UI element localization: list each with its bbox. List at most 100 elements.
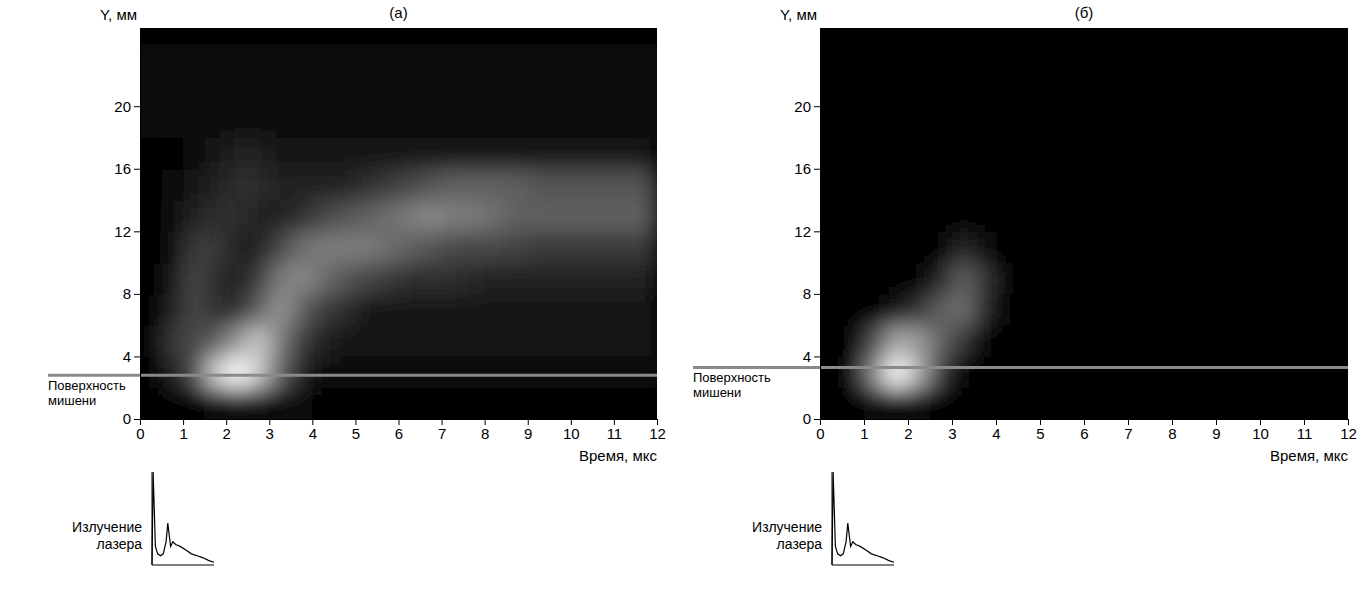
- heatmap-cell: [248, 356, 270, 388]
- heatmap-cell: [635, 356, 657, 388]
- heatmap-cell: [996, 75, 1019, 107]
- heatmap-cell: [549, 106, 571, 138]
- heatmap-cell: [463, 388, 485, 419]
- heatmap-cell: [1150, 325, 1173, 357]
- heatmap-cell: [485, 294, 507, 326]
- heatmap-cell: [1326, 75, 1348, 107]
- x-axis-title: Время, мкс: [579, 447, 658, 464]
- heatmap-cell: [420, 263, 442, 295]
- heatmap-cell: [1084, 106, 1107, 138]
- y-tick: 8: [803, 285, 820, 302]
- heatmap-cell: [1040, 44, 1063, 76]
- heatmap-cell: [248, 75, 270, 107]
- heatmap-cell: [1194, 169, 1217, 201]
- heatmap-cell: [485, 75, 507, 107]
- heatmap-cell: [420, 200, 442, 232]
- heatmap-cell: [1106, 231, 1129, 263]
- heatmap-cell: [1128, 294, 1151, 326]
- heatmap-cell: [820, 325, 843, 357]
- x-tick: 10: [563, 419, 580, 442]
- heatmap-cell: [312, 200, 334, 232]
- heatmap-cell: [842, 294, 865, 326]
- heatmap-cell: [291, 356, 313, 388]
- heatmap-cell: [886, 356, 909, 388]
- y-tick: 4: [803, 348, 820, 365]
- y-axis-line: [820, 29, 821, 420]
- heatmap-cell: [162, 200, 184, 232]
- heatmap-cell: [614, 106, 636, 138]
- heatmap-cell: [506, 388, 528, 419]
- heatmap-cell: [1216, 44, 1239, 76]
- heatmap-cell: [162, 106, 184, 138]
- heatmap-cell: [1194, 231, 1217, 263]
- heatmap-cell: [1238, 356, 1261, 388]
- heatmap-cell: [1304, 325, 1327, 357]
- heatmap-cell: [1062, 231, 1085, 263]
- heatmap-cell: [820, 294, 843, 326]
- heatmap-cell: [377, 106, 399, 138]
- heatmap-cell: [974, 294, 997, 326]
- heatmap-cell: [205, 388, 227, 419]
- heatmap-cell: [506, 356, 528, 388]
- heatmap-cell: [463, 231, 485, 263]
- x-tick: 1: [860, 419, 868, 442]
- heatmap-cell: [355, 294, 377, 326]
- heatmap-cell: [908, 231, 931, 263]
- heatmap-cell: [1040, 231, 1063, 263]
- heatmap-cell: [1194, 325, 1217, 357]
- heatmap-cell: [205, 44, 227, 76]
- heatmap-cell: [635, 388, 657, 419]
- heatmap-cell: [442, 294, 464, 326]
- heatmap-cell: [592, 388, 614, 419]
- heatmap-cell: [269, 200, 291, 232]
- heatmap-cell: [1238, 263, 1261, 295]
- heatmap-cell: [930, 231, 953, 263]
- heatmap-cell: [1018, 388, 1041, 419]
- heatmap-cell: [399, 356, 421, 388]
- heatmap-cell: [269, 263, 291, 295]
- heatmap-cell: [1084, 169, 1107, 201]
- heatmap-cell: [952, 200, 975, 232]
- laser-label: Излучениелазера: [752, 519, 822, 552]
- heatmap-cell: [463, 137, 485, 169]
- heatmap-cell: [463, 75, 485, 107]
- heatmap-cell: [1172, 231, 1195, 263]
- heatmap-cell: [1194, 388, 1217, 419]
- heatmap-cell: [974, 106, 997, 138]
- heatmap-cell: [592, 169, 614, 201]
- heatmap-cell: [842, 106, 865, 138]
- heatmap-cell: [1040, 137, 1063, 169]
- heatmap-cell: [355, 106, 377, 138]
- heatmap-cell: [183, 294, 205, 326]
- heatmap-cell: [1216, 325, 1239, 357]
- heatmap-cell: [571, 356, 593, 388]
- x-tick-label: 11: [607, 425, 623, 442]
- heatmap-cell: [377, 44, 399, 76]
- y-tick: 20: [114, 98, 140, 115]
- heatmap-cell: [140, 106, 162, 138]
- heatmap-cell: [528, 137, 550, 169]
- heatmap-cell: [183, 356, 205, 388]
- heatmap-cell: [614, 231, 636, 263]
- panel-title: (б): [1075, 4, 1094, 21]
- heatmap-cell: [908, 356, 931, 388]
- heatmap-cell: [974, 356, 997, 388]
- heatmap-cell: [205, 137, 227, 169]
- heatmap-cell: [1282, 325, 1305, 357]
- heatmap-cell: [205, 325, 227, 357]
- heatmap-cell: [1172, 169, 1195, 201]
- heatmap-cell: [183, 169, 205, 201]
- heatmap-cell: [820, 231, 843, 263]
- heatmap-cell: [571, 294, 593, 326]
- heatmap-cell: [1282, 44, 1305, 76]
- heatmap-cell: [162, 294, 184, 326]
- heatmap-cell: [1326, 169, 1348, 201]
- heatmap-cell: [1282, 137, 1305, 169]
- heatmap-cell: [377, 388, 399, 419]
- heatmap-cell: [571, 388, 593, 419]
- heatmap-cell: [1238, 44, 1261, 76]
- heatmap-cell: [506, 75, 528, 107]
- heatmap-cell: [842, 44, 865, 76]
- heatmap-cell: [592, 44, 614, 76]
- heatmap-cell: [1238, 231, 1261, 263]
